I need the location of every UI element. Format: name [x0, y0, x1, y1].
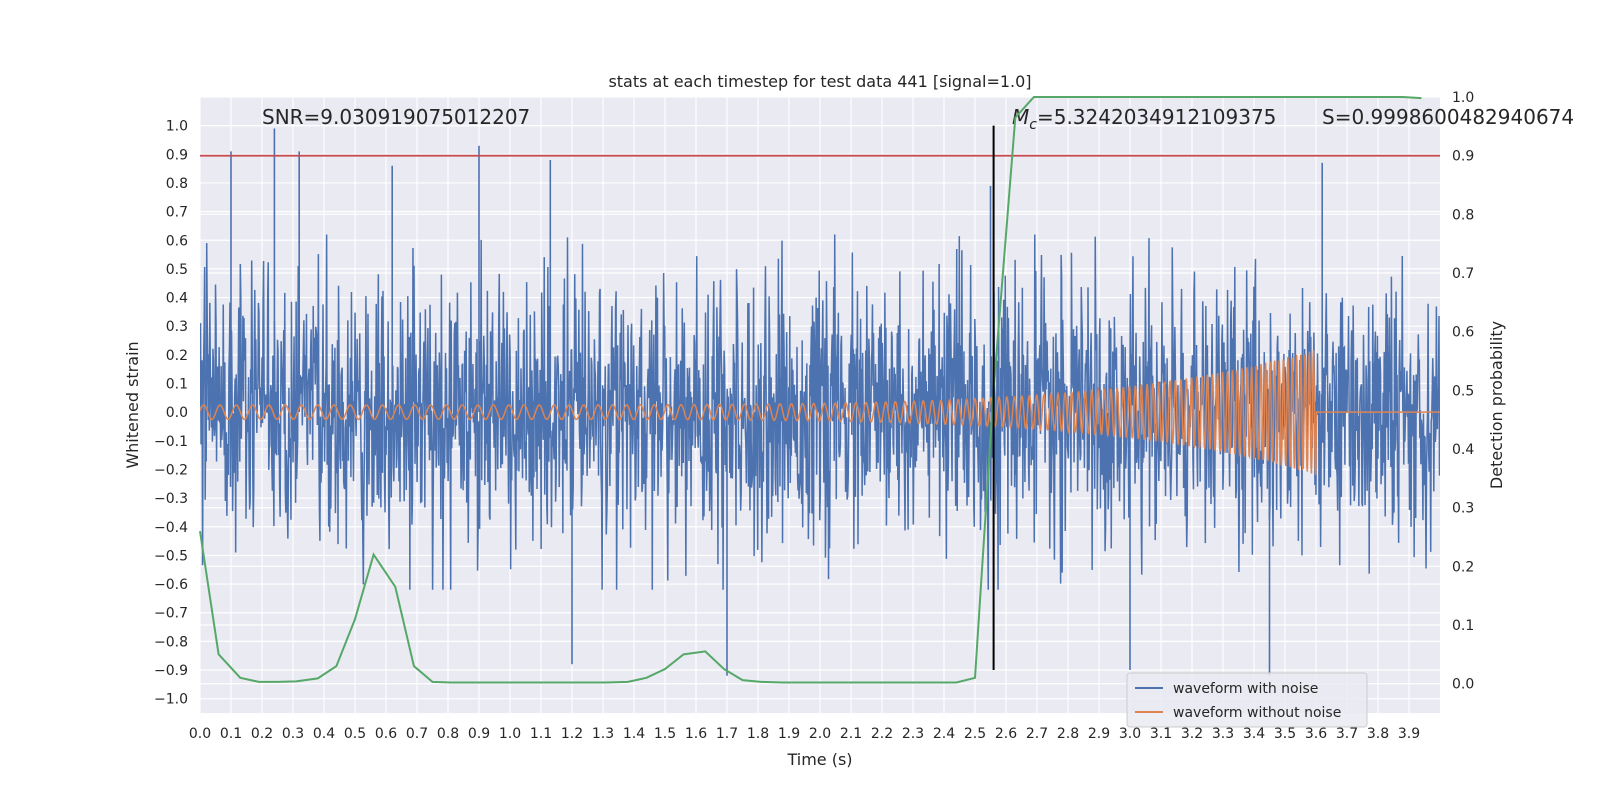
chirp-mass-subscript: c [1029, 117, 1037, 133]
y-tick-label: −0.6 [154, 577, 188, 593]
x-tick-label: 2.0 [809, 726, 831, 742]
x-tick-label: 3.3 [1212, 726, 1234, 742]
x-tick-label: 1.9 [778, 726, 800, 742]
y-right-tick-label: 0.3 [1452, 501, 1474, 517]
y-tick-label: 0.1 [166, 377, 188, 393]
chirp-mass-value: =5.3242034912109375 [1037, 105, 1276, 129]
snr-annotation: SNR=9.030919075012207 [262, 105, 530, 129]
y-tick-label: 1.0 [166, 119, 188, 135]
x-tick-label: 0.8 [437, 726, 459, 742]
y-right-tick-label: 0.6 [1452, 325, 1474, 341]
x-tick-label: 3.4 [1243, 726, 1265, 742]
y-right-tick-label: 0.8 [1452, 207, 1474, 223]
y-tick-label: 0.2 [166, 348, 188, 364]
y-tick-label: 0.6 [166, 233, 188, 249]
y-tick-label: 0.8 [166, 176, 188, 192]
x-tick-label: 2.6 [995, 726, 1017, 742]
x-tick-label: 2.3 [902, 726, 924, 742]
series-detection-probability [199, 96, 1422, 684]
x-tick-label: 0.6 [375, 726, 397, 742]
y-tick-label: −0.3 [154, 491, 188, 507]
y-tick-label: −0.4 [154, 520, 188, 536]
y-tick-label: 0.9 [166, 147, 188, 163]
spin-annotation: S=0.9998600482940674 [1322, 105, 1574, 129]
y-tick-label: −1.0 [154, 692, 188, 708]
chirp-mass-symbol: M [1012, 105, 1029, 129]
legend-label-noise: waveform with noise [1173, 681, 1318, 697]
x-tick-label: 3.8 [1367, 726, 1389, 742]
y-right-axis-ticks: 1.0 0.9 0.8 0.7 0.6 0.5 0.4 0.3 0.2 0.1 0.0 [1452, 90, 1474, 693]
x-tick-label: 3.1 [1150, 726, 1172, 742]
y-tick-label: −0.8 [154, 634, 188, 650]
legend-label-clean: waveform without noise [1173, 705, 1341, 721]
y-right-axis-label: Detection probability [1487, 321, 1506, 489]
y-tick-label: 0.0 [166, 405, 188, 421]
y-right-tick-label: 0.7 [1452, 266, 1474, 282]
x-tick-label: 2.8 [1057, 726, 1079, 742]
x-tick-label: 1.2 [561, 726, 583, 742]
y-tick-label: 0.5 [166, 262, 188, 278]
chirp-mass-annotation: Mc=5.3242034912109375 [1012, 105, 1276, 133]
series-waveform-without-noise [200, 350, 1440, 475]
x-tick-label: 3.0 [1119, 726, 1141, 742]
x-tick-label: 1.0 [499, 726, 521, 742]
x-tick-label: 1.7 [716, 726, 738, 742]
x-tick-label: 0.5 [344, 726, 366, 742]
y-axis-label: Whitened strain [123, 341, 142, 468]
y-tick-label: −0.1 [154, 434, 188, 450]
legend-box [1126, 672, 1368, 728]
x-tick-label: 1.8 [747, 726, 769, 742]
x-tick-label: 3.6 [1305, 726, 1327, 742]
y-tick-label: −0.5 [154, 548, 188, 564]
x-axis-ticks: 0.0 0.1 0.2 0.3 0.4 0.5 0.6 0.7 0.8 0.9 1.0 1.1 1.2 1… [189, 726, 1420, 742]
x-axis-label: Time (s) [786, 750, 852, 769]
y-tick-label: −0.7 [154, 606, 188, 622]
x-tick-label: 1.3 [592, 726, 614, 742]
x-tick-label: 2.9 [1088, 726, 1110, 742]
plot-content [200, 128, 1440, 676]
x-tick-label: 0.1 [220, 726, 242, 742]
y-right-tick-label: 0.4 [1452, 442, 1474, 458]
y-tick-label: −0.2 [154, 462, 188, 478]
x-tick-label: 1.4 [623, 726, 645, 742]
x-tick-label: 2.4 [933, 726, 955, 742]
x-tick-label: 0.4 [313, 726, 335, 742]
x-tick-label: 2.7 [1026, 726, 1048, 742]
x-tick-label: 0.3 [282, 726, 304, 742]
x-tick-label: 2.2 [871, 726, 893, 742]
y-axis-ticks: 1.0 0.9 0.8 0.7 0.6 0.5 0.4 0.3 0.2 0.1 0.0 −0.1 −0.… [154, 119, 188, 708]
x-tick-label: 2.5 [964, 726, 986, 742]
y-tick-label: −0.9 [154, 663, 188, 679]
x-tick-label: 2.1 [840, 726, 862, 742]
y-tick-label: 0.4 [166, 291, 188, 307]
legend: waveform with noise waveform without noi… [1126, 672, 1368, 728]
x-tick-label: 1.6 [685, 726, 707, 742]
x-tick-label: 0.0 [189, 726, 211, 742]
x-tick-label: 0.9 [468, 726, 490, 742]
y-right-tick-label: 0.2 [1452, 559, 1474, 575]
y-tick-label: 0.7 [166, 205, 188, 221]
y-tick-label: 0.3 [166, 319, 188, 335]
x-tick-label: 1.1 [530, 726, 552, 742]
y-right-tick-label: 0.1 [1452, 618, 1474, 634]
x-tick-label: 1.5 [654, 726, 676, 742]
y-right-tick-label: 0.5 [1452, 383, 1474, 399]
x-tick-label: 3.9 [1398, 726, 1420, 742]
x-tick-label: 0.7 [406, 726, 428, 742]
x-tick-label: 3.2 [1181, 726, 1203, 742]
x-tick-label: 0.2 [251, 726, 273, 742]
chart-title: stats at each timestep for test data 441… [608, 72, 1031, 91]
y-right-tick-label: 1.0 [1452, 90, 1474, 106]
x-tick-label: 3.7 [1336, 726, 1358, 742]
y-right-tick-label: 0.9 [1452, 149, 1474, 165]
y-right-tick-label: 0.0 [1452, 677, 1474, 693]
series-waveform-with-noise [200, 234, 1440, 590]
x-tick-label: 3.5 [1274, 726, 1296, 742]
